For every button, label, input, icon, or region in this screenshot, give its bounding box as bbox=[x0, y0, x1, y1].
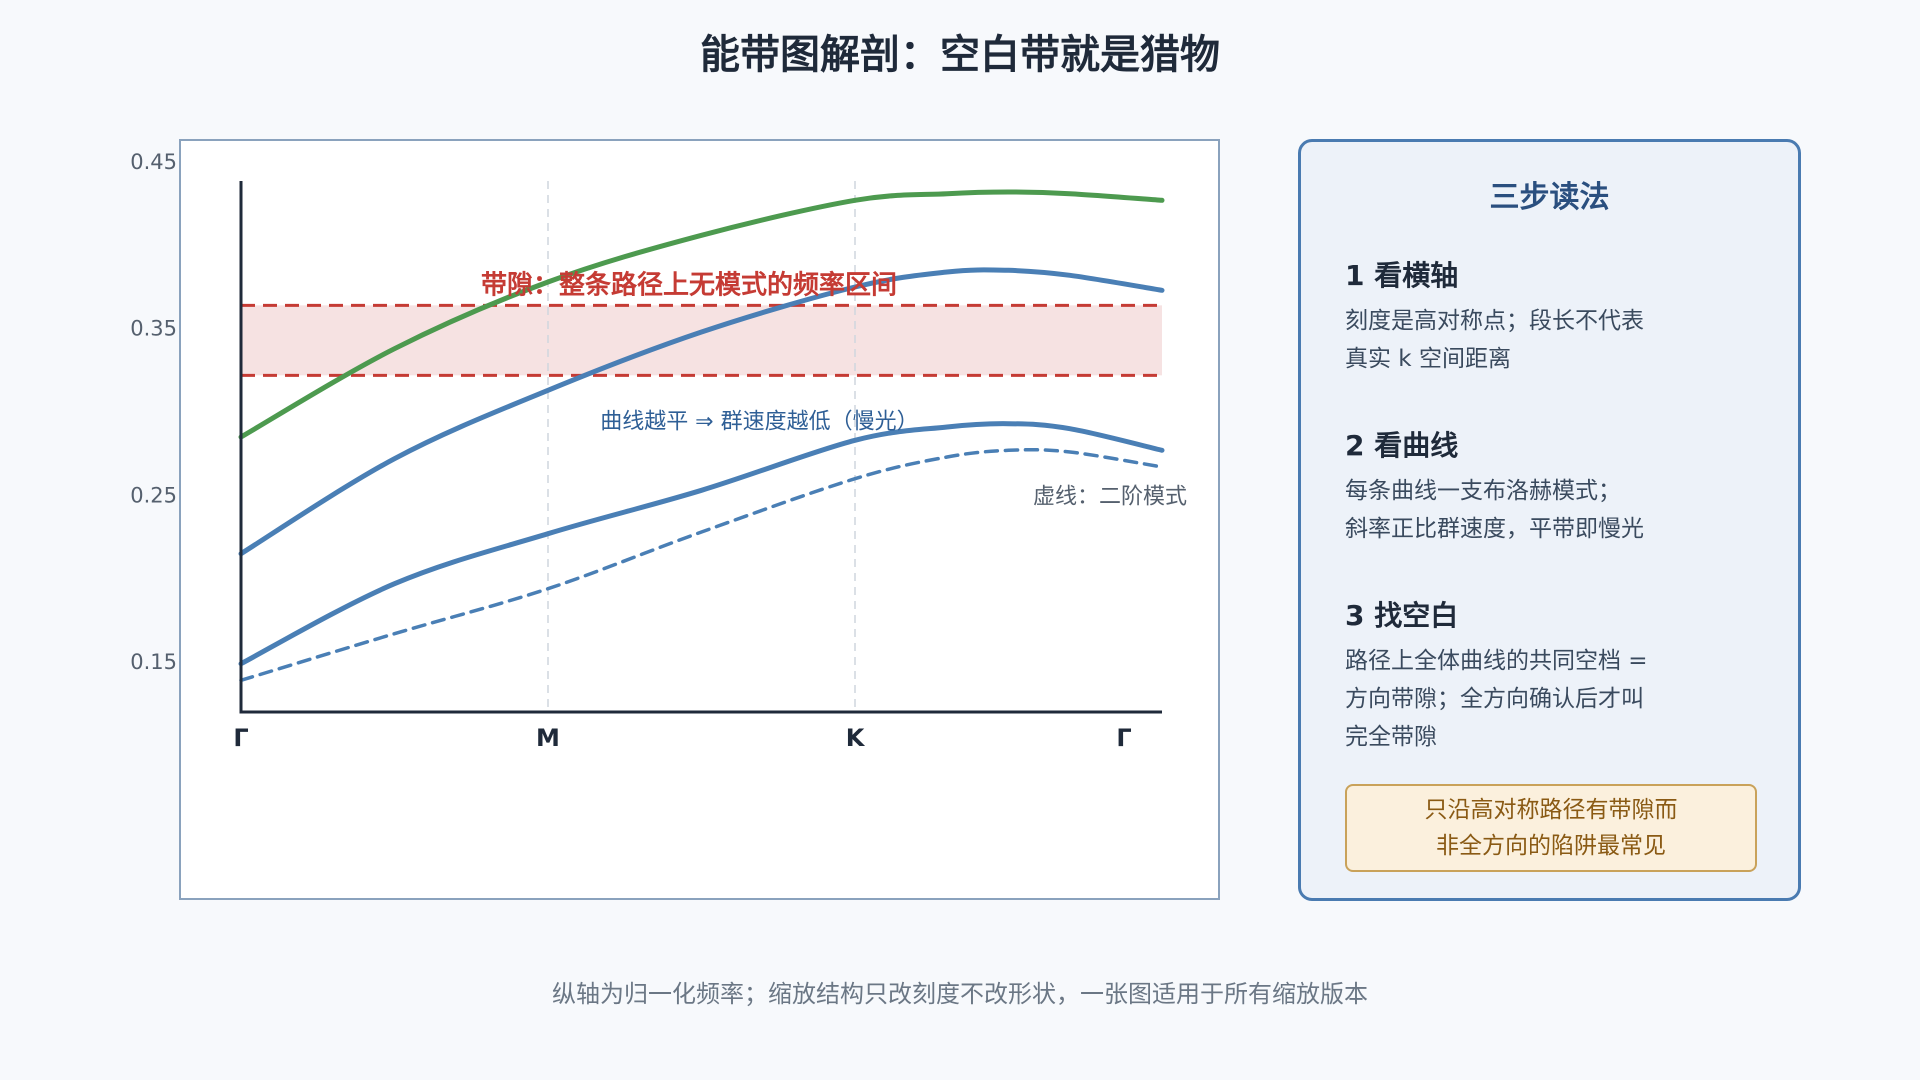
y-tick-label: 0.45 bbox=[130, 150, 177, 174]
x-tick-label: K bbox=[846, 724, 866, 752]
footnote: 纵轴为归一化频率；缩放结构只改刻度不改形状，一张图适用于所有缩放版本 bbox=[552, 980, 1368, 1008]
step-2-body: 每条曲线一支布洛赫模式； 斜率正比群速度，平带即慢光 bbox=[1345, 472, 1765, 548]
band-curve-3 bbox=[238, 421, 1165, 667]
step-3-line-2: 方向带隙；全方向确认后才叫 bbox=[1345, 686, 1644, 712]
step-1-body: 刻度是高对称点；段长不代表 真实 k 空间距离 bbox=[1345, 302, 1765, 378]
reading-guide-card: 三步读法 1 看横轴 刻度是高对称点；段长不代表 真实 k 空间距离 2 看曲线… bbox=[1298, 139, 1801, 901]
step-2-heading: 2 看曲线 bbox=[1345, 429, 1459, 462]
page-title: 能带图解剖：空白带就是猎物 bbox=[700, 32, 1220, 78]
step-2-line-2: 斜率正比群速度，平带即慢光 bbox=[1345, 516, 1644, 542]
step-3-heading: 3 找空白 bbox=[1345, 599, 1459, 632]
x-tick-label: Γ bbox=[233, 724, 248, 752]
y-tick-label: 0.25 bbox=[130, 483, 177, 507]
y-axis-tick-labels: 0.45 0.35 0.25 0.15 bbox=[130, 150, 177, 674]
gap-layer bbox=[241, 303, 1162, 377]
warning-box: 只沿高对称路径有带隙而 非全方向的陷阱最常见 bbox=[1345, 784, 1757, 872]
step-1-heading: 1 看横轴 bbox=[1345, 259, 1459, 292]
curves-layer bbox=[238, 189, 1165, 683]
step-3-body: 路径上全体曲线的共同空档 = 方向带隙；全方向确认后才叫 完全带隙 bbox=[1345, 642, 1765, 756]
band-curve-1 bbox=[238, 189, 1165, 440]
annotation-dashed: 虚线：二阶模式 bbox=[1033, 485, 1187, 510]
x-tick-label: M bbox=[536, 724, 560, 752]
x-tick-label: Γ bbox=[1116, 724, 1131, 752]
band-curve-4 bbox=[239, 447, 1164, 683]
warning-line-1: 只沿高对称路径有带隙而 bbox=[1424, 797, 1678, 823]
band-gap-label: 带隙：整条路径上无模式的频率区间 bbox=[481, 269, 897, 300]
y-tick-label: 0.35 bbox=[130, 317, 177, 341]
card-title: 三步读法 bbox=[1489, 180, 1610, 215]
band-gap-region bbox=[241, 305, 1162, 376]
step-3-line-1: 路径上全体曲线的共同空档 = bbox=[1345, 648, 1648, 674]
band-diagram-panel: Γ M K Γ 带隙：整条路径上无模式的频率区间曲线越平 ⇒ 群速度越低（慢光） 虚线：二… bbox=[130, 139, 1220, 900]
y-tick-label: 0.15 bbox=[130, 650, 177, 674]
band-curve-2 bbox=[238, 267, 1165, 557]
warning-line-2: 非全方向的陷阱最常见 bbox=[1436, 833, 1666, 859]
grid-layer bbox=[547, 181, 856, 712]
warning-text: 只沿高对称路径有带隙而 非全方向的陷阱最常见 bbox=[1371, 792, 1731, 864]
axes-layer bbox=[239, 181, 1162, 714]
annotation-flat: 曲线越平 ⇒ 群速度越低（慢光） bbox=[600, 410, 918, 435]
step-1-line-2: 真实 k 空间距离 bbox=[1345, 346, 1511, 372]
step-1-line-1: 刻度是高对称点；段长不代表 bbox=[1345, 308, 1644, 334]
step-2-line-1: 每条曲线一支布洛赫模式； bbox=[1345, 478, 1621, 504]
step-3-line-3: 完全带隙 bbox=[1345, 724, 1437, 750]
